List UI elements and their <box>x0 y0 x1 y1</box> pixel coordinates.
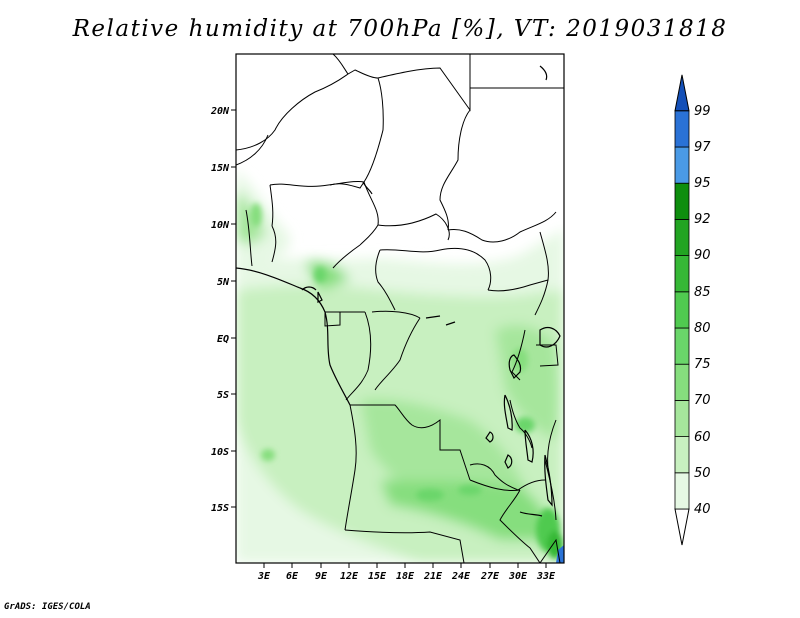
lon-tick-label: 9E <box>315 571 328 582</box>
colorbar-segments <box>674 74 690 546</box>
colorbar-segment <box>674 508 690 546</box>
lat-tick-label: 5N <box>217 277 230 288</box>
lon-tick-label: 15E <box>368 571 387 582</box>
colorbar-label: 95 <box>694 176 711 191</box>
humidity-field <box>236 170 564 563</box>
longitude-axis: 3E 6E 9E 12E 15E 18E 21E 24E 27E 30E 33E <box>257 563 556 582</box>
lat-tick-label: 15N <box>211 163 230 174</box>
colorbar-segment <box>674 146 690 184</box>
colorbar-segment <box>674 218 690 256</box>
lat-tick-label: 15S <box>211 503 229 514</box>
colorbar-segment <box>674 399 690 437</box>
coastlines-lakes <box>236 65 561 517</box>
lat-tick-label: 10N <box>211 220 230 231</box>
lon-tick-label: 27E <box>480 571 500 582</box>
lon-tick-label: 30E <box>508 571 528 582</box>
colorbar-label: 97 <box>694 140 711 155</box>
lat-tick-label: 5S <box>217 390 229 401</box>
colorbar-label: 60 <box>694 430 711 445</box>
colorbar-segment <box>674 436 690 474</box>
colorbar-segment <box>674 472 690 510</box>
lon-tick-label: 33E <box>536 571 556 582</box>
lon-tick-label: 3E <box>257 571 271 582</box>
lon-tick-label: 21E <box>423 571 443 582</box>
lon-tick-label: 24E <box>451 571 471 582</box>
colorbar-label: 50 <box>694 466 711 481</box>
colorbar-segment <box>674 255 690 293</box>
colorbar-segment <box>674 291 690 329</box>
colorbar-segment <box>674 182 690 220</box>
colorbar-segment <box>674 110 690 148</box>
colorbar-label: 99 <box>694 104 711 119</box>
chart-title: Relative humidity at 700hPa [%], VT: 201… <box>72 16 728 42</box>
lat-tick-label: EQ <box>217 334 229 345</box>
lon-tick-label: 6E <box>286 571 299 582</box>
colorbar-label: 70 <box>694 393 711 408</box>
lon-tick-label: 18E <box>396 571 415 582</box>
colorbar-label: 75 <box>694 357 711 372</box>
colorbar-label: 40 <box>694 502 711 517</box>
colorbar-label: 90 <box>694 248 711 263</box>
lat-tick-label: 10S <box>211 447 229 458</box>
latitude-axis: 20N 15N 10N 5N EQ 5S 10S 15S <box>210 106 236 514</box>
colorbar-segment <box>674 363 690 401</box>
colorbar-labels: 40 50 60 70 75 80 85 90 92 95 97 99 <box>694 104 711 517</box>
colorbar-segment <box>674 74 690 112</box>
lat-tick-label: 20N <box>210 106 230 117</box>
grads-credit: GrADS: IGES/COLA <box>4 602 91 612</box>
colorbar-segment <box>674 327 690 365</box>
colorbar-label: 80 <box>694 321 711 336</box>
colorbar-label: 92 <box>694 212 711 227</box>
lon-tick-label: 12E <box>340 571 359 582</box>
colorbar: 40 50 60 70 75 80 85 90 92 95 97 99 <box>674 74 711 546</box>
colorbar-label: 85 <box>694 285 711 300</box>
country-borders <box>236 54 564 563</box>
map-frame <box>235 53 565 564</box>
